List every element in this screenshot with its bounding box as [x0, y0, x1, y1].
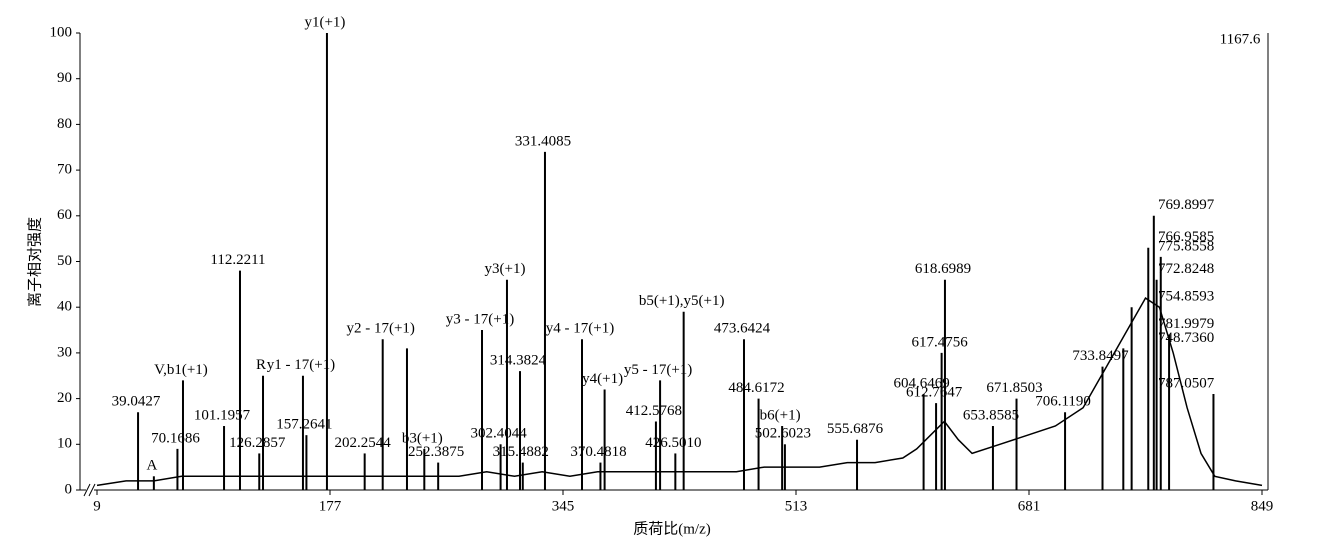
axis-break	[88, 483, 96, 497]
x-tick-label: 849	[1251, 498, 1274, 514]
peak-label: y1 - 17(+1)	[267, 357, 335, 373]
peak-label: y2 - 17(+1)	[346, 321, 414, 337]
peak-label: 754.8593	[1158, 289, 1214, 305]
peak-label: 769.8997	[1158, 197, 1215, 213]
peak-label: 748.7360	[1158, 330, 1214, 346]
peak-label: 39.0427	[112, 394, 161, 410]
peak-label: 502.6023	[755, 426, 811, 442]
y-tick-label: 70	[57, 162, 72, 178]
max-intensity: 1167.6	[1220, 31, 1261, 47]
peak-label: 315.4882	[493, 444, 549, 460]
peak-label: 618.6989	[915, 261, 971, 277]
peak-label: 671.8503	[986, 380, 1042, 396]
peak-label: 772.8248	[1158, 261, 1214, 277]
peak-label: 370.4818	[570, 444, 626, 460]
peak-label: 733.8497	[1072, 348, 1129, 364]
peak-label: 612.7647	[906, 385, 963, 401]
peak-label: y3(+1)	[484, 261, 525, 277]
y-tick-label: 30	[57, 344, 72, 360]
peak-label: 302.4044	[470, 426, 527, 442]
x-axis-label: 质荷比(m/z)	[633, 520, 710, 537]
peak-label: 412.5768	[626, 403, 682, 419]
peak-label: y3 - 17(+1)	[446, 311, 514, 327]
y-tick-label: 10	[57, 436, 72, 452]
y-axis-label: 离子相对强度	[26, 217, 43, 307]
x-tick-label: 345	[552, 498, 575, 514]
peak-label: 70.1686	[151, 430, 200, 446]
y-tick-label: 20	[57, 390, 72, 406]
x-tick-label: 681	[1018, 498, 1041, 514]
peak-label: 766.9585	[1158, 229, 1214, 245]
peak-label: b3(+1)	[402, 430, 443, 446]
x-tick-label: 177	[319, 498, 342, 514]
y-tick-label: 90	[57, 70, 72, 86]
peak-label: 484.6172	[728, 380, 784, 396]
peak-label: 331.4085	[515, 133, 571, 149]
peak-label: 112.2211	[210, 252, 265, 268]
peak-label: 426.5010	[645, 435, 701, 451]
peak-label: y4 - 17(+1)	[546, 321, 614, 337]
envelope-line	[96, 297, 1263, 487]
peak-label: 101.1957	[194, 407, 251, 423]
peak-label: 653.8585	[963, 407, 1019, 423]
x-tick-label: 9	[93, 498, 101, 514]
peak-label: 775.8558	[1158, 238, 1214, 254]
peak-label: R	[256, 357, 266, 373]
peak-label: 202.2544	[335, 435, 392, 451]
peak-label: 126.2857	[229, 435, 286, 451]
peak-label: b5(+1),y5(+1)	[639, 293, 725, 309]
peak-label: 555.6876	[827, 421, 884, 437]
peak-label: b6(+1)	[760, 407, 801, 423]
peak-label: 787.0507	[1158, 375, 1215, 391]
peak-label: y1(+1)	[304, 14, 345, 30]
y-tick-label: 60	[57, 207, 72, 223]
peak-label: 314.3824	[490, 353, 547, 369]
peak-label: y5 - 17(+1)	[624, 362, 692, 378]
peak-label: A	[146, 458, 157, 474]
y-tick-label: 80	[57, 116, 72, 132]
peak-label: 617.4756	[912, 334, 969, 350]
x-tick-label: 513	[785, 498, 808, 514]
peak-label: 706.1190	[1035, 394, 1091, 410]
y-tick-label: 50	[57, 253, 72, 269]
peak-label: 781.9979	[1158, 316, 1214, 332]
y-tick-label: 40	[57, 299, 72, 315]
peak-label: V,b1(+1)	[154, 362, 208, 378]
axis-break	[83, 483, 91, 497]
peak-label: 473.6424	[714, 321, 771, 337]
y-tick-label: 100	[50, 24, 73, 40]
peak-label: 157.2641	[276, 417, 332, 433]
peak-label: y4(+1)	[582, 371, 623, 387]
peak-label: 252.3875	[408, 444, 464, 460]
peak-label: 604.6469	[893, 375, 949, 391]
y-tick-label: 0	[65, 481, 73, 497]
